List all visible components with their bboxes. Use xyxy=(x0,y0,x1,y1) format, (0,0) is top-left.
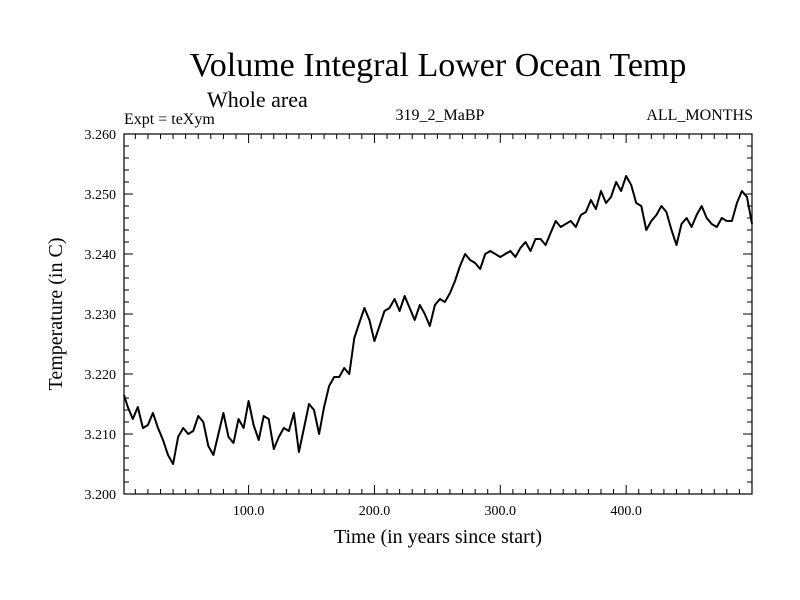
y-axis-label: Temperature (in C) xyxy=(45,238,67,391)
plot-frame xyxy=(123,133,753,495)
y-tick-label: 3.220 xyxy=(85,368,117,383)
x-tick-label: 300.0 xyxy=(485,504,517,519)
x-tick-label: 400.0 xyxy=(610,504,642,519)
chart-title: Volume Integral Lower Ocean Temp xyxy=(190,47,687,84)
x-tick-label: 200.0 xyxy=(359,504,391,519)
experiment-label: Expt = teXym xyxy=(124,111,215,128)
x-axis-label: Time (in years since start) xyxy=(334,526,542,548)
x-tick-label: 100.0 xyxy=(233,504,265,519)
y-tick-label: 3.240 xyxy=(85,248,117,263)
y-ticks xyxy=(124,133,752,495)
series-line-temperature xyxy=(123,175,753,465)
y-tick-labels: 3.200 3.210 3.220 3.230 3.240 3.250 3.260 xyxy=(85,128,117,503)
y-tick-label: 3.250 xyxy=(85,188,117,203)
y-tick-label: 3.260 xyxy=(85,128,117,143)
months-label: ALL_MONTHS xyxy=(646,107,753,124)
y-tick-label: 3.210 xyxy=(85,428,117,443)
x-tick-labels: 100.0 200.0 300.0 400.0 xyxy=(233,504,642,519)
y-tick-label: 3.230 xyxy=(85,308,117,323)
x-ticks xyxy=(134,134,740,494)
y-tick-label: 3.200 xyxy=(85,488,117,503)
chart-subtitle: Whole area xyxy=(207,87,308,112)
run-id-label: 319_2_MaBP xyxy=(396,107,485,124)
